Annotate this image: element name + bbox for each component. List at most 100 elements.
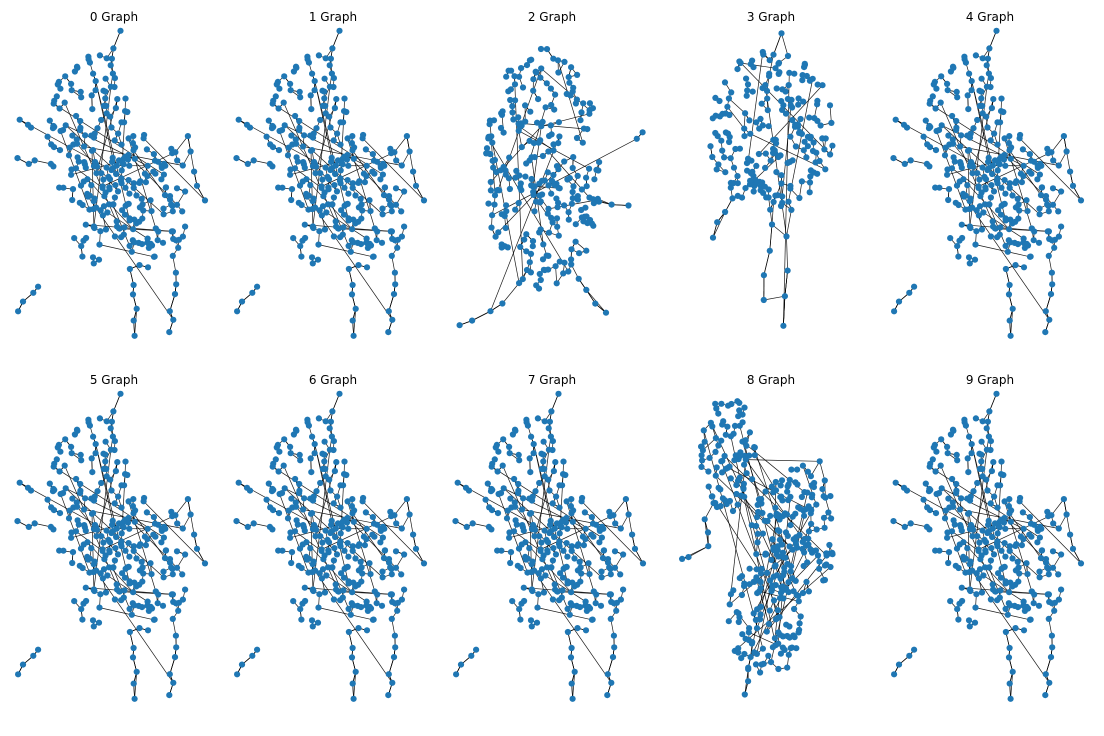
graph-node — [506, 154, 513, 161]
graph-node — [568, 261, 575, 268]
graph-panel: 1 Graph — [233, 10, 428, 339]
graph-node — [65, 515, 73, 522]
graph-node — [102, 75, 109, 82]
graph-node — [19, 298, 27, 305]
graph-node — [569, 88, 576, 95]
graph-node — [766, 247, 773, 254]
graph-node — [965, 254, 973, 261]
graph-node — [293, 154, 300, 161]
graph-node — [98, 170, 105, 177]
graph-node — [191, 168, 198, 175]
graph-node — [296, 117, 303, 125]
graph-node — [1038, 184, 1045, 191]
graph-node — [193, 545, 201, 552]
graph-node — [789, 117, 796, 124]
graph-node — [234, 308, 241, 315]
panel-title: 0 Graph — [90, 10, 138, 24]
graph-node — [944, 80, 951, 87]
graph-node — [103, 465, 110, 473]
graph-node — [954, 94, 961, 101]
graph-node — [784, 52, 792, 60]
graph-node — [109, 517, 116, 524]
graph-node — [1006, 184, 1013, 191]
graph-node — [936, 184, 943, 191]
graph-node — [1038, 162, 1045, 169]
graph-node — [107, 446, 114, 453]
graph-node — [394, 244, 401, 251]
graph-node — [86, 422, 93, 429]
graph-node — [1012, 204, 1020, 211]
graph-node — [485, 135, 492, 142]
graph-node — [126, 190, 133, 197]
graph-node — [114, 96, 121, 103]
graph-node — [121, 119, 128, 126]
graph-node — [548, 101, 555, 109]
graph-node — [347, 248, 354, 255]
graph-node — [56, 105, 63, 112]
graph-node — [79, 616, 86, 623]
graph-node — [130, 589, 137, 596]
graph-node — [160, 574, 167, 581]
graph-node — [118, 504, 125, 511]
graph-node — [721, 79, 729, 86]
graph-node — [565, 209, 572, 216]
graph-node — [126, 162, 133, 169]
graph-node — [511, 97, 519, 104]
graph-node — [144, 162, 151, 169]
graph-node — [172, 149, 179, 156]
graph-node — [530, 87, 537, 94]
graph-node — [317, 116, 324, 124]
graph-node — [141, 131, 148, 139]
graph-node — [130, 644, 137, 652]
graph-node — [722, 208, 729, 216]
graph-nodes — [456, 45, 646, 329]
graph-node — [532, 68, 539, 75]
graph-node — [788, 206, 795, 213]
graph-node — [553, 163, 561, 170]
graph-node — [929, 93, 936, 100]
graph-node — [138, 558, 145, 566]
graph-node — [747, 177, 754, 184]
graph-node — [171, 654, 179, 661]
graph-node — [953, 182, 961, 189]
graph-node — [981, 173, 988, 180]
graph-node — [115, 493, 122, 500]
graph-node — [109, 70, 116, 77]
graph-node — [770, 145, 777, 152]
graph-node — [61, 462, 68, 469]
graph-node — [920, 133, 927, 140]
graph-node — [19, 661, 27, 668]
graph-node — [785, 198, 792, 205]
graph-node — [77, 117, 84, 125]
graph-node — [46, 480, 53, 487]
graph-node — [162, 162, 169, 169]
graph-node — [972, 52, 980, 59]
graph-node — [152, 588, 159, 595]
graph-node — [345, 190, 352, 197]
graph-node — [68, 534, 75, 541]
graph-node — [179, 571, 186, 578]
graph-node — [179, 596, 186, 603]
graph-node — [966, 70, 973, 77]
graph-node — [68, 443, 75, 450]
graph-node — [90, 623, 97, 630]
graph-node — [142, 542, 149, 549]
graph-node — [318, 212, 325, 219]
graph-node — [1060, 133, 1067, 140]
graph-node — [329, 45, 336, 52]
graph-node — [490, 164, 497, 171]
graph-node — [110, 564, 117, 571]
graph-node — [50, 122, 57, 130]
graph-node — [379, 205, 386, 212]
graph-node — [574, 71, 581, 78]
graph-node — [814, 81, 821, 88]
graph-node — [311, 87, 318, 94]
graph-node — [734, 173, 741, 180]
graph-node — [1045, 252, 1052, 259]
graph-node — [1046, 316, 1053, 323]
graph-node — [528, 175, 535, 183]
graph-node — [130, 133, 137, 140]
graph-node — [121, 587, 128, 594]
graph-node — [103, 55, 110, 62]
